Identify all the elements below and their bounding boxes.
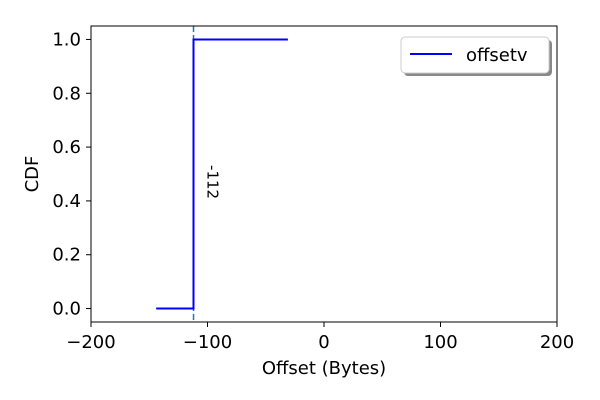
y-tick-label: 0.2 <box>52 245 81 266</box>
x-tick-label: 100 <box>423 332 457 353</box>
y-axis-ticks: 0.0 0.2 0.4 0.6 0.8 1.0 <box>52 29 91 320</box>
y-tick-label: 0.4 <box>52 191 81 212</box>
x-tick-label: −100 <box>183 332 232 353</box>
x-tick-label: 200 <box>540 332 574 353</box>
y-axis-label: CDF <box>22 156 43 193</box>
series-line-offsetv <box>156 38 288 310</box>
legend-box <box>400 36 550 74</box>
x-tick-label: 0 <box>318 332 329 353</box>
y-tick-label: 0.6 <box>52 137 81 158</box>
y-tick-label: 1.0 <box>52 29 81 50</box>
y-tick-label: 0.0 <box>52 299 81 320</box>
x-tick-label: −200 <box>66 332 115 353</box>
legend-label-offsetv: offsetv <box>466 45 528 66</box>
y-tick-label: 0.8 <box>52 83 81 104</box>
reference-line-label: -112 <box>204 165 222 199</box>
x-axis-label: Offset (Bytes) <box>262 358 386 379</box>
plot-data-layer: -112 <box>156 26 288 322</box>
legend: offsetv <box>400 36 552 76</box>
x-axis-ticks: −200 −100 0 100 200 <box>66 322 574 353</box>
